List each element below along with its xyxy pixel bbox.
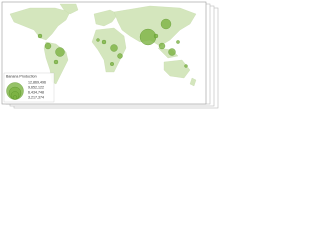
bubble [96, 38, 100, 42]
bubble [110, 44, 118, 52]
bubble [37, 33, 43, 39]
bubble [184, 64, 188, 68]
bubble [101, 39, 107, 45]
bubble [117, 53, 123, 59]
page: Banana Production 12,869,496 9,652,122 6… [0, 0, 220, 110]
legend-label: 6,434,748 [28, 90, 44, 94]
legend-label: 3,217,374 [28, 95, 44, 99]
bubble [176, 40, 180, 44]
bubble [44, 42, 52, 50]
production-bubbles [37, 18, 188, 68]
bubble [153, 33, 159, 39]
bubble [53, 59, 59, 65]
bubble [110, 62, 114, 66]
legend-title: Banana Production [6, 74, 37, 78]
bubble [160, 18, 172, 30]
bubble [55, 47, 65, 57]
bubble [139, 28, 157, 46]
bubble [158, 42, 166, 50]
bubble [168, 48, 176, 56]
legend-label: 12,869,496 [28, 80, 46, 84]
legend-circle [12, 95, 18, 100]
map-thumbnail: Banana Production 12,869,496 9,652,122 6… [1, 1, 219, 109]
legend-label: 9,652,122 [28, 85, 44, 89]
legend: Banana Production 12,869,496 9,652,122 6… [3, 72, 55, 103]
